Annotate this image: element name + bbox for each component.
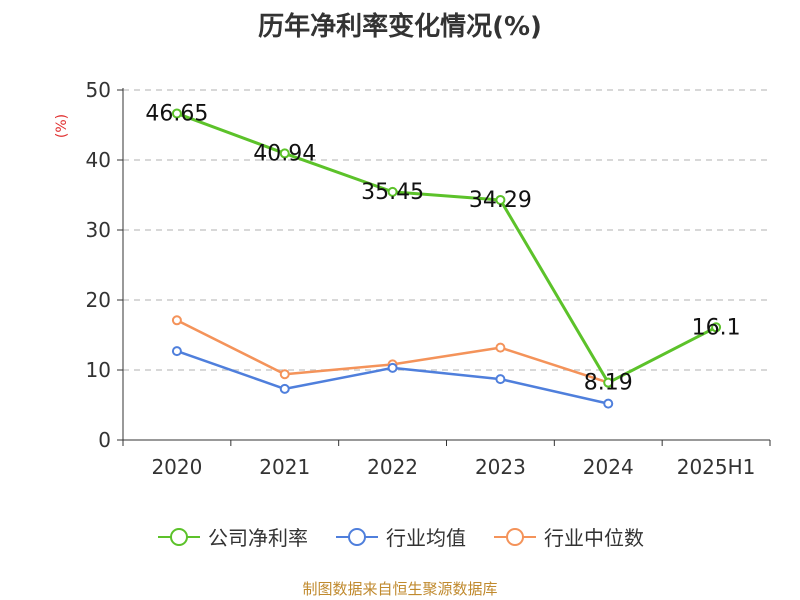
series-0-point-2020	[171, 108, 182, 119]
x-tick-label-2023: 2023	[475, 455, 526, 479]
legend-item-industry-median[interactable]: 行业中位数	[492, 522, 644, 551]
y-tick-label-50: 50	[86, 78, 111, 102]
data-label-2022: 35.45	[361, 180, 424, 205]
legend-label-industry-median: 行业中位数	[544, 526, 644, 550]
x-tick-label-2025H1: 2025H1	[677, 455, 756, 479]
data-label-2024: 8.19	[584, 371, 633, 396]
series-0-point-2022	[387, 186, 398, 197]
legend-item-company[interactable]: 公司净利率	[156, 522, 308, 551]
data-label-2023: 34.29	[469, 188, 532, 213]
legend-label-industry-avg: 行业均值	[386, 526, 466, 550]
series-0-point-2024	[603, 377, 614, 388]
y-tick-label-10: 10	[86, 358, 111, 382]
source-note: 制图数据来自恒生聚源数据库	[302, 580, 498, 598]
y-tick-label-20: 20	[86, 288, 111, 312]
series-line-0	[176, 112, 717, 385]
y-tick-label-0: 0	[98, 428, 111, 452]
x-tick-label-2022: 2022	[367, 455, 418, 479]
legend-marker-company	[158, 527, 200, 546]
series-2-point-2023	[495, 342, 506, 353]
series-2-point-2020	[171, 315, 182, 326]
series-1-point-2024	[603, 398, 614, 409]
series-1-point-2021	[279, 383, 290, 394]
legend-label-company: 公司净利率	[208, 526, 308, 550]
series-0-point-2021	[279, 148, 290, 159]
y-axis-label: (%)	[54, 114, 70, 138]
series-0-point-2023	[495, 194, 506, 205]
x-tick-label-2020: 2020	[151, 455, 202, 479]
data-label-2020: 46.65	[145, 101, 208, 126]
legend: 公司净利率 行业均值 行业中位数	[0, 522, 800, 551]
x-tick-label-2024: 2024	[583, 455, 634, 479]
chart-title: 历年净利率变化情况(%)	[258, 12, 542, 42]
data-label-2021: 40.94	[253, 141, 316, 166]
series-line-1	[176, 349, 609, 405]
series-2-point-2021	[279, 369, 290, 380]
series-0-point-2025H1	[711, 322, 722, 333]
axes: 0 10 20 30 40 50 2020 2021 2022 2023 2024 2025H1	[86, 78, 771, 479]
x-tick-label-2021: 2021	[259, 455, 310, 479]
series-layer: 46.65 40.94 35.45 34.29 8.19 16.1	[145, 101, 741, 409]
y-tick-label-30: 30	[86, 218, 111, 242]
gridlines	[123, 89, 770, 371]
data-label-2025H1: 16.1	[692, 315, 741, 340]
series-1-point-2023	[495, 374, 506, 385]
legend-marker-industry-avg	[336, 527, 378, 546]
series-1-point-2022	[387, 362, 398, 373]
legend-marker-industry-median	[494, 527, 536, 546]
legend-item-industry-avg[interactable]: 行业均值	[334, 522, 466, 551]
series-1-point-2020	[171, 346, 182, 357]
y-tick-label-40: 40	[86, 148, 111, 172]
